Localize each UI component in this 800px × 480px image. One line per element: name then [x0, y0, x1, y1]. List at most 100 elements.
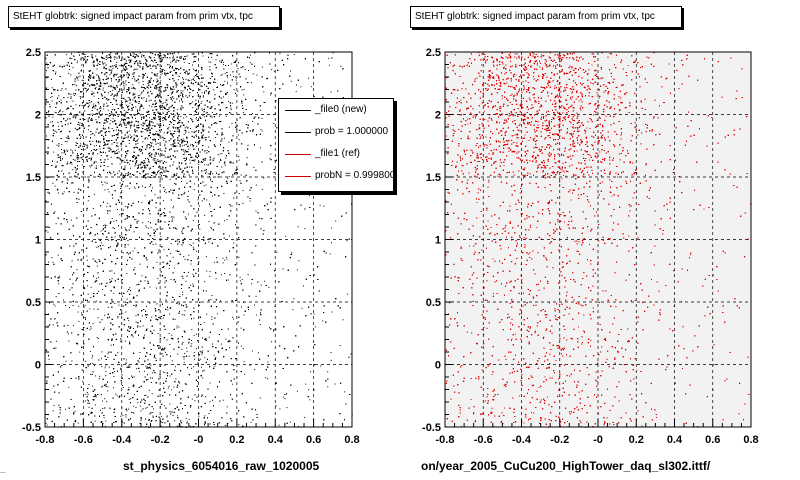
scatter-point	[126, 132, 128, 134]
scatter-point	[224, 425, 226, 426]
scatter-point	[98, 290, 100, 292]
scatter-point	[182, 294, 184, 296]
scatter-point	[154, 59, 156, 61]
scatter-point	[192, 101, 194, 103]
scatter-point	[261, 117, 263, 119]
scatter-point	[202, 352, 203, 354]
scatter-point	[156, 81, 158, 83]
scatter-point	[120, 174, 122, 176]
scatter-point	[77, 60, 79, 62]
scatter-point	[127, 290, 129, 292]
scatter-point	[156, 152, 158, 154]
scatter-point	[167, 372, 168, 374]
scatter-point	[96, 277, 98, 279]
scatter-point	[230, 74, 232, 76]
scatter-point	[74, 149, 76, 151]
scatter-point	[230, 85, 232, 87]
scatter-point	[95, 55, 97, 57]
scatter-point	[153, 357, 155, 358]
scatter-point	[286, 407, 288, 409]
scatter-point	[78, 122, 79, 123]
scatter-point	[154, 140, 156, 142]
scatter-point	[185, 140, 187, 142]
scatter-point	[237, 90, 239, 92]
scatter-point	[247, 274, 249, 276]
scatter-point	[165, 192, 167, 194]
scatter-point	[73, 116, 75, 118]
scatter-point	[169, 403, 171, 405]
scatter-point	[68, 72, 70, 74]
scatter-point	[58, 95, 60, 97]
scatter-point	[179, 168, 181, 170]
scatter-point	[123, 141, 124, 142]
scatter-point	[221, 73, 223, 75]
scatter-point	[113, 292, 115, 294]
scatter-point	[212, 173, 214, 175]
scatter-point	[244, 69, 246, 71]
scatter-point	[179, 94, 181, 96]
scatter-point	[233, 242, 235, 244]
scatter-point	[128, 408, 130, 410]
scatter-point	[179, 56, 181, 57]
scatter-point	[128, 387, 130, 389]
scatter-point	[135, 163, 137, 164]
scatter-point	[193, 366, 195, 368]
scatter-point	[211, 316, 213, 318]
scatter-point	[126, 104, 128, 106]
scatter-point	[110, 84, 112, 86]
scatter-point	[101, 366, 103, 368]
scatter-point	[238, 159, 240, 161]
scatter-point	[202, 350, 204, 352]
scatter-point	[81, 69, 82, 71]
scatter-point	[196, 145, 198, 147]
scatter-point	[209, 211, 211, 213]
scatter-point	[175, 156, 177, 158]
scatter-point	[279, 52, 281, 54]
scatter-point	[264, 280, 266, 282]
scatter-point	[72, 158, 74, 160]
scatter-point	[155, 357, 157, 359]
scatter-point	[296, 390, 298, 392]
scatter-point	[160, 104, 162, 106]
scatter-point	[220, 140, 222, 142]
scatter-point	[194, 159, 196, 161]
scatter-point	[132, 336, 134, 338]
scatter-point	[136, 125, 138, 127]
scatter-point	[133, 69, 135, 71]
scatter-point	[112, 118, 114, 120]
scatter-point	[172, 143, 174, 145]
scatter-point	[191, 367, 193, 369]
scatter-point	[83, 170, 85, 172]
scatter-point	[99, 112, 100, 114]
scatter-point	[289, 421, 291, 423]
scatter-point	[174, 183, 176, 184]
scatter-point	[220, 160, 222, 161]
scatter-point	[181, 275, 183, 277]
scatter-point	[68, 386, 70, 388]
scatter-point	[125, 60, 127, 62]
scatter-point	[93, 84, 95, 85]
scatter-point	[185, 306, 187, 308]
scatter-point	[198, 355, 200, 357]
scatter-point	[54, 185, 56, 187]
scatter-point	[257, 123, 259, 125]
scatter-point	[186, 116, 188, 118]
scatter-point	[61, 144, 63, 146]
scatter-point	[202, 377, 204, 379]
scatter-point	[350, 353, 352, 355]
scatter-point	[144, 334, 146, 336]
scatter-point	[46, 62, 48, 64]
scatter-point	[243, 94, 245, 96]
scatter-point	[110, 344, 112, 346]
scatter-point	[194, 400, 196, 402]
scatter-point	[102, 87, 104, 89]
scatter-point	[97, 63, 99, 65]
scatter-point	[220, 74, 222, 76]
scatter-point	[109, 91, 111, 92]
scatter-point	[176, 415, 178, 417]
scatter-point	[178, 140, 180, 142]
scatter-point	[71, 260, 73, 262]
scatter-point	[175, 60, 177, 62]
scatter-point	[152, 244, 154, 245]
scatter-point	[151, 393, 153, 395]
